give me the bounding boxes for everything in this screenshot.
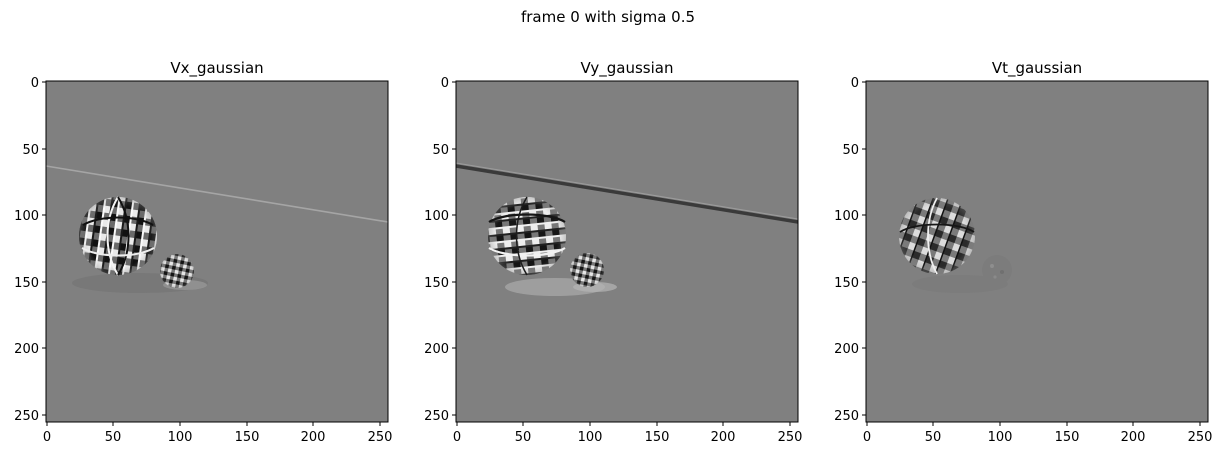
x-tick-label: 150 [645, 430, 670, 445]
panel-title: Vt_gaussian [992, 59, 1082, 78]
y-tick-label: 0 [441, 76, 449, 91]
y-axis: 0 50 100 150 200 250 [834, 76, 866, 424]
panel-vx: Vx_gaussian 0 [14, 59, 392, 445]
x-tick-label: 250 [368, 430, 393, 445]
edge-line [455, 164, 799, 224]
y-tick-label: 50 [432, 143, 449, 158]
x-tick-label: 100 [988, 430, 1013, 445]
x-tick-label: 150 [1055, 430, 1080, 445]
figure-title: frame 0 with sigma 0.5 [521, 8, 695, 26]
y-tick-label: 250 [834, 409, 859, 424]
y-tick-label: 150 [424, 276, 449, 291]
y-tick-label: 50 [842, 143, 859, 158]
x-tick-label: 200 [711, 430, 736, 445]
x-tick-label: 0 [453, 430, 461, 445]
axes-frame [865, 80, 1209, 423]
x-tick-label: 250 [1188, 430, 1213, 445]
edge-line [45, 165, 389, 223]
y-tick-label: 250 [14, 409, 39, 424]
panel-vt: Vt_gaussian 0 50 100 15 [834, 59, 1212, 445]
axes-frame [45, 80, 389, 423]
y-axis: 0 50 100 150 200 250 [14, 76, 46, 424]
x-tick-label: 150 [235, 430, 260, 445]
panel-title: Vx_gaussian [170, 59, 263, 78]
x-tick-label: 100 [578, 430, 603, 445]
image-area [866, 81, 1208, 422]
x-axis: 0 50 100 150 200 250 [43, 422, 393, 445]
y-tick-label: 100 [14, 209, 39, 224]
x-tick-label: 100 [168, 430, 193, 445]
panel-title: Vy_gaussian [581, 59, 674, 78]
y-tick-label: 200 [834, 342, 859, 357]
y-tick-label: 50 [22, 143, 39, 158]
y-tick-label: 0 [851, 76, 859, 91]
image-area [45, 81, 389, 422]
y-tick-label: 100 [834, 209, 859, 224]
panel-vy: Vy_gaussian 0 [424, 59, 802, 445]
x-tick-label: 50 [515, 430, 532, 445]
y-tick-label: 200 [424, 342, 449, 357]
x-axis: 0 50 100 150 200 250 [453, 422, 803, 445]
small-sphere [982, 255, 1012, 285]
y-tick-label: 100 [424, 209, 449, 224]
y-tick-label: 250 [424, 409, 449, 424]
axes-frame [455, 80, 799, 423]
ground-shadow [912, 275, 1008, 293]
x-tick-label: 200 [1121, 430, 1146, 445]
y-tick-label: 150 [834, 276, 859, 291]
x-tick-label: 50 [925, 430, 942, 445]
x-tick-label: 0 [43, 430, 51, 445]
x-tick-label: 50 [105, 430, 122, 445]
x-tick-label: 0 [863, 430, 871, 445]
x-tick-label: 250 [778, 430, 803, 445]
y-tick-label: 150 [14, 276, 39, 291]
x-tick-label: 200 [301, 430, 326, 445]
image-area [455, 81, 799, 422]
y-axis: 0 50 100 150 200 250 [424, 76, 456, 424]
y-tick-label: 200 [14, 342, 39, 357]
x-axis: 0 50 100 150 200 250 [863, 422, 1213, 445]
y-tick-label: 0 [31, 76, 39, 91]
